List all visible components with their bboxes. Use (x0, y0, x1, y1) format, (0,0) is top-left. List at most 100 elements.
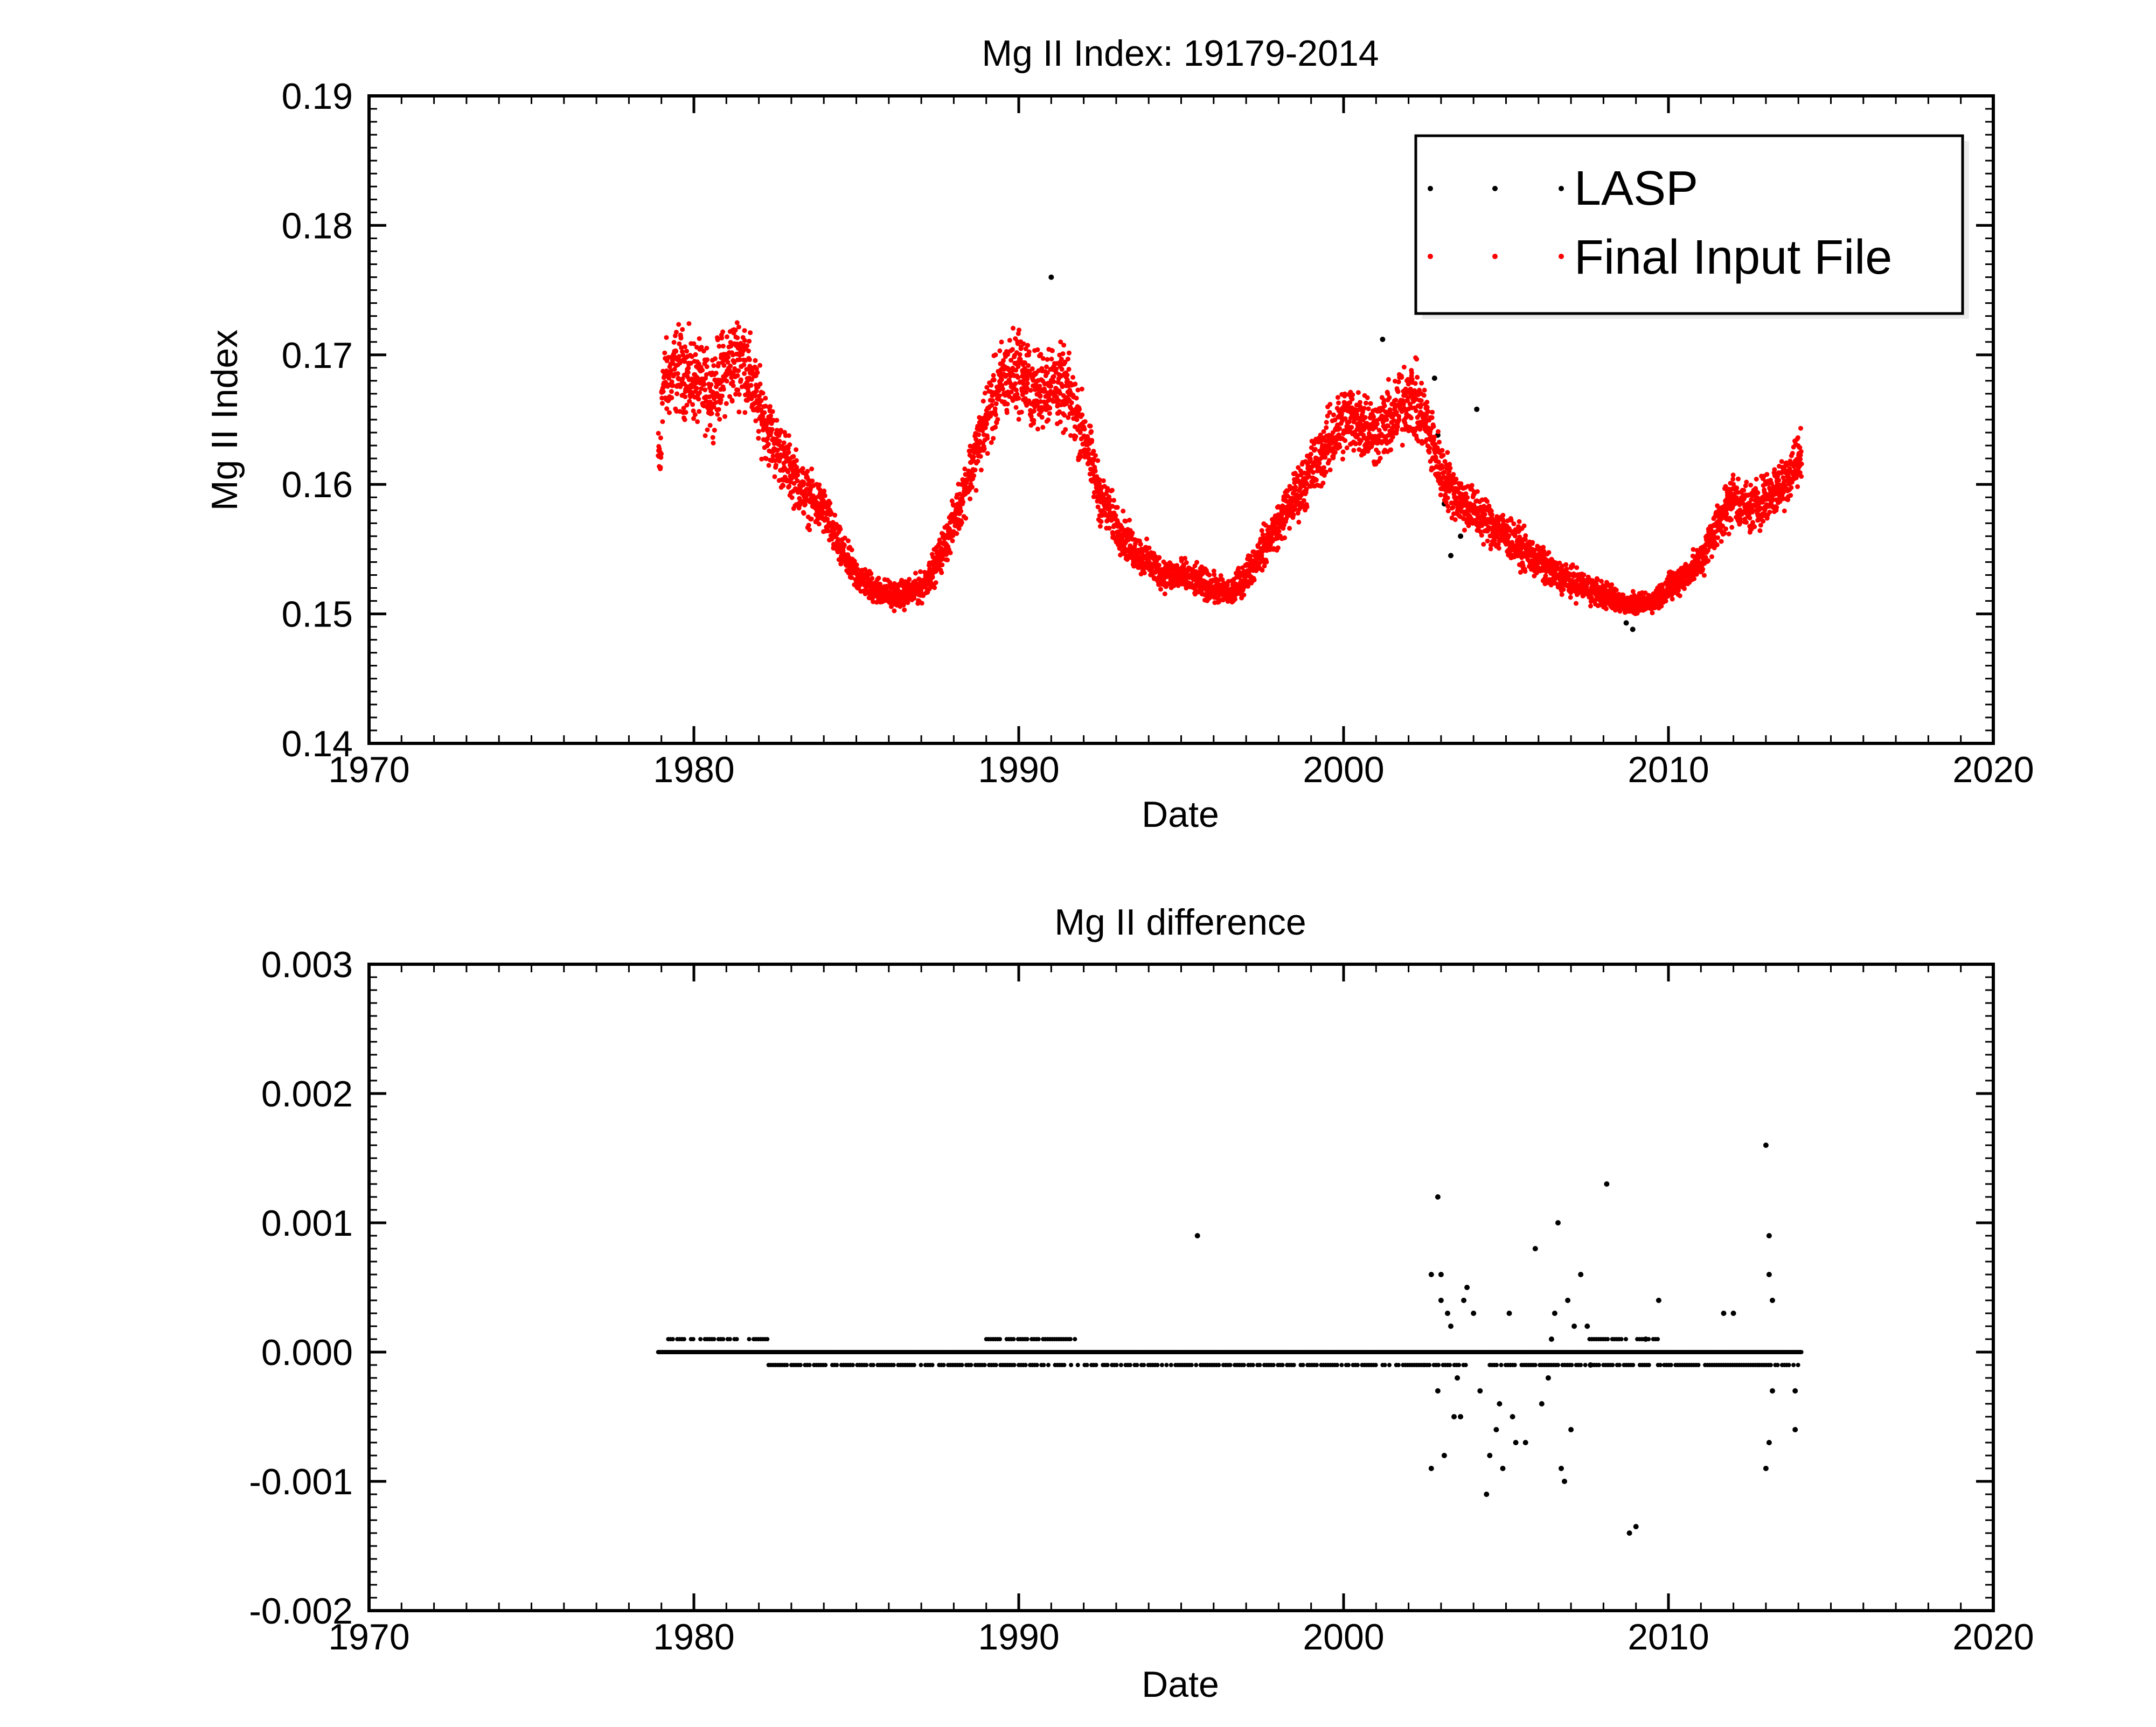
data-point-final-input-file (1570, 562, 1575, 567)
data-point-final-input-file (1014, 388, 1019, 393)
data-point-final-input-file (1157, 555, 1162, 560)
data-point-final-input-file (1609, 582, 1614, 587)
data-point-final-input-file (1035, 347, 1040, 352)
data-point-final-input-file (680, 327, 685, 332)
data-point-final-input-file (1479, 533, 1484, 538)
data-point-final-input-file (1088, 424, 1093, 429)
data-point-final-input-file (722, 363, 727, 368)
data-point-final-input-file (748, 330, 753, 335)
data-point-final-input-file (1328, 468, 1333, 472)
data-point-final-input-file (747, 357, 752, 362)
data-point-final-input-file (1252, 577, 1257, 582)
x-tick-label: 2010 (1628, 749, 1709, 790)
data-point-final-input-file (1523, 569, 1528, 574)
data-point-final-input-file (806, 523, 811, 528)
data-point-final-input-file (1127, 518, 1132, 523)
data-point-final-input-file (781, 483, 785, 488)
data-point-final-input-file (1402, 365, 1407, 370)
data-point-final-input-file (945, 558, 950, 562)
data-point-final-input-file (985, 451, 990, 456)
data-point-final-input-file (961, 500, 965, 505)
data-point-final-input-file (717, 407, 721, 412)
data-point-final-input-file (1305, 505, 1310, 510)
data-point-final-input-file (767, 463, 771, 468)
data-point-final-input-file (694, 386, 699, 391)
data-point-final-input-file (736, 325, 741, 330)
data-point-final-input-file (1138, 542, 1143, 547)
data-point-final-input-file (973, 488, 978, 493)
data-point-final-input-file (676, 371, 680, 376)
data-point-final-input-file (1233, 597, 1237, 602)
data-point-final-input-file (1445, 496, 1450, 500)
data-point-final-input-file (954, 531, 959, 536)
data-point-final-input-file (1323, 455, 1327, 459)
data-point-final-input-file (1050, 349, 1055, 353)
data-point-final-input-file (667, 410, 672, 415)
data-point-final-input-file (709, 382, 714, 387)
data-point-final-input-file (1397, 417, 1402, 422)
data-point-final-input-file (693, 412, 698, 417)
data-point-final-input-file (762, 410, 767, 415)
data-point-final-input-file (1073, 381, 1077, 386)
data-point-final-input-file (817, 483, 822, 488)
data-point-final-input-file (1311, 470, 1316, 475)
data-point-final-input-file (1013, 381, 1018, 386)
data-point-final-input-file (1031, 418, 1036, 423)
data-point-final-input-file (777, 439, 782, 444)
data-point-final-input-file (892, 608, 896, 613)
data-point-final-input-file (702, 382, 707, 387)
data-point-final-input-file (766, 442, 771, 447)
data-point-final-input-file (1358, 400, 1362, 405)
data-point-final-input-file (907, 577, 912, 582)
data-point-final-input-file (979, 468, 984, 472)
data-point-final-input-file (787, 442, 792, 447)
data-point-final-input-file (736, 409, 741, 414)
data-point-final-input-file (1351, 448, 1356, 452)
data-point-final-input-file (1089, 438, 1094, 443)
data-point-final-input-file (711, 441, 716, 445)
data-point-final-input-file (1158, 587, 1163, 591)
data-point-final-input-file (842, 542, 847, 547)
data-point-final-input-file (1393, 398, 1398, 402)
data-point-final-input-file (1296, 520, 1301, 525)
data-point-final-input-file (1089, 429, 1094, 434)
data-point-final-input-file (770, 454, 775, 458)
data-point-final-input-file (683, 344, 687, 349)
data-point-final-input-file (1007, 338, 1012, 343)
data-point-final-input-file (1248, 554, 1253, 559)
data-point-final-input-file (1378, 456, 1383, 461)
data-point-final-input-file (1313, 447, 1318, 452)
data-point-final-input-file (1541, 545, 1546, 549)
data-point-final-input-file (999, 339, 1004, 344)
data-point-final-input-file (822, 489, 826, 493)
data-point-final-input-file (1302, 498, 1306, 503)
data-point-final-input-file (838, 527, 843, 532)
data-point-final-input-file (994, 401, 999, 406)
data-point-final-input-file (1522, 524, 1527, 528)
data-point-final-input-file (868, 571, 873, 576)
data-point-final-input-file (1017, 417, 1021, 422)
data-point-final-input-file (1431, 424, 1436, 429)
data-point-final-input-file (1322, 465, 1326, 470)
data-point-final-input-file (1445, 450, 1450, 455)
data-point-final-input-file (973, 468, 978, 472)
data-point-final-input-file (1409, 415, 1414, 420)
data-point-final-input-file (1650, 610, 1655, 615)
data-point-final-input-file (1038, 352, 1043, 357)
data-point-final-input-file (662, 351, 667, 356)
data-point-final-input-file (1067, 351, 1072, 356)
data-point-final-input-file (1110, 488, 1115, 493)
data-point-final-input-file (976, 459, 980, 464)
data-point-final-input-file (1387, 395, 1392, 400)
data-point-final-input-file (756, 436, 761, 441)
data-point-final-input-file (950, 538, 955, 543)
data-point-final-input-file (672, 340, 677, 345)
x-tick-label: 2000 (1303, 749, 1384, 790)
data-point-final-input-file (676, 322, 681, 327)
data-point-final-input-file (1264, 560, 1269, 565)
data-point-final-input-file (1098, 524, 1103, 529)
data-point-final-input-file (664, 335, 669, 340)
data-point-final-input-file (846, 538, 851, 543)
data-point-final-input-file (1506, 533, 1511, 538)
data-point-final-input-file (1093, 453, 1098, 458)
